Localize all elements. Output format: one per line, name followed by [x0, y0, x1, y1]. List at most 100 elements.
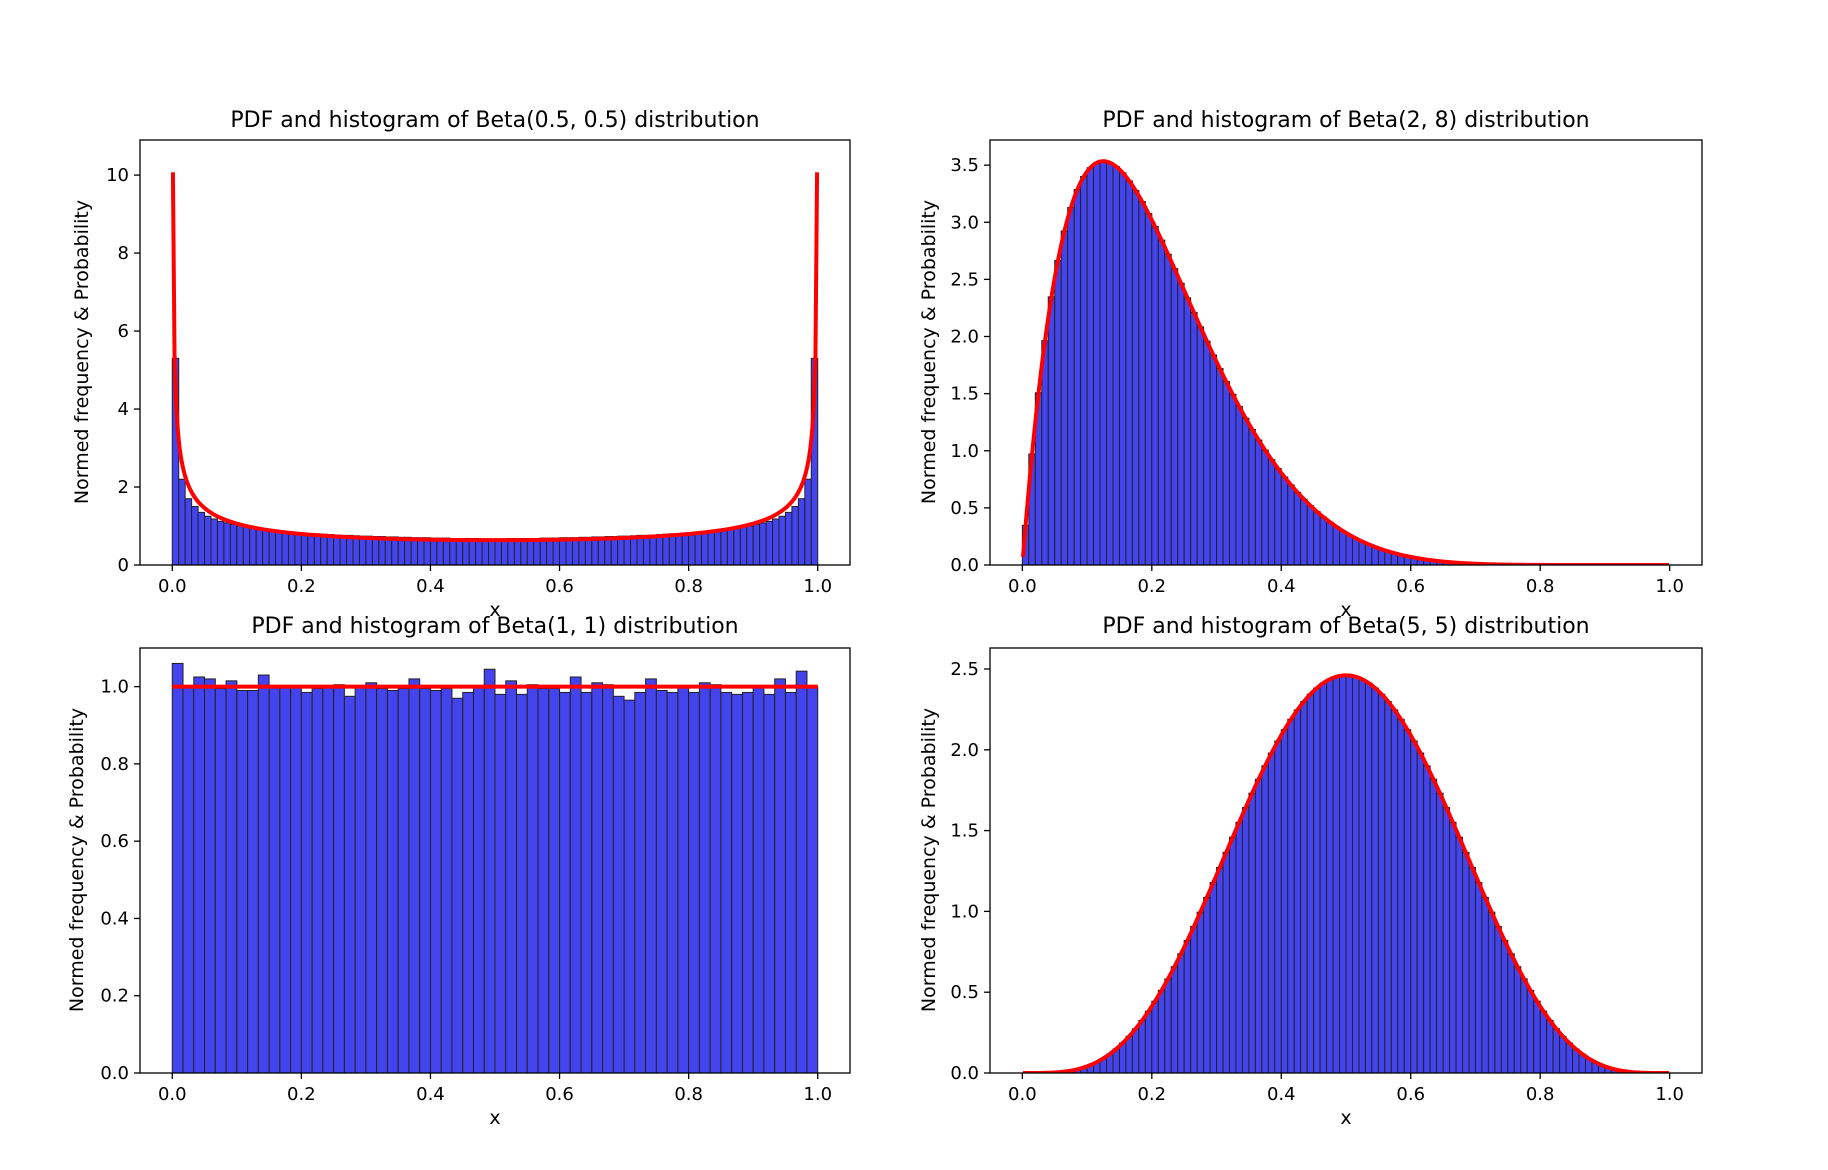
histogram-bar	[578, 536, 586, 565]
histogram-bar	[1377, 693, 1386, 1073]
x-tick-label: 0.2	[287, 576, 316, 597]
histogram-bar	[354, 686, 367, 1073]
y-tick-label: 8	[118, 243, 129, 264]
histogram-bar	[313, 533, 322, 565]
subplot-title: PDF and histogram of Beta(1, 1) distribu…	[251, 614, 738, 639]
histogram-bar	[1500, 939, 1509, 1073]
histogram-bar	[1364, 543, 1373, 565]
subplot-beta-5-5: 0.0 0.2 0.4 0.6 0.8 1.0 0.0 0.5 1.0 1.5 2.0 2.5 PDF …	[918, 614, 1703, 1129]
y-tick-label: 0.8	[100, 754, 129, 775]
histogram-bar	[455, 537, 464, 565]
histogram-bar	[204, 515, 212, 565]
histogram-bar	[1397, 718, 1405, 1073]
histogram-bar	[546, 537, 554, 565]
histogram-bar	[307, 532, 315, 565]
histogram-bar	[358, 535, 367, 565]
histogram-bar	[1125, 180, 1133, 565]
y-tick-label: 0.5	[950, 982, 979, 1003]
histogram-bar	[229, 523, 238, 565]
histogram-bar	[397, 688, 410, 1073]
histogram-bar	[1157, 239, 1166, 565]
histogram-bar	[182, 686, 195, 1073]
histogram-bar	[1332, 526, 1341, 565]
histogram-bar	[429, 537, 438, 565]
histogram-bar	[1086, 167, 1095, 565]
histogram-bar	[494, 693, 507, 1073]
histogram-bar	[507, 537, 515, 565]
histogram-bar	[1060, 230, 1069, 565]
y-tick-label: 0.0	[950, 555, 979, 576]
histogram-bar	[472, 686, 485, 1073]
histogram-bar	[698, 682, 711, 1073]
histogram-bar	[1546, 1019, 1554, 1073]
y-tick-label: 2.0	[950, 327, 979, 348]
histogram-bar	[1403, 729, 1412, 1073]
histogram-bar	[1106, 162, 1114, 565]
histogram-bar	[634, 691, 647, 1073]
y-tick-label: 0.4	[100, 908, 129, 929]
histogram-bar	[505, 680, 518, 1073]
histogram-bar	[709, 684, 722, 1073]
plot-area	[171, 662, 819, 1073]
histogram-bar	[1170, 966, 1179, 1073]
y-tick-label: 6	[118, 321, 129, 342]
histogram-bar	[1390, 709, 1399, 1073]
y-tick-label: 1.0	[100, 677, 129, 698]
histogram-bar	[1177, 953, 1185, 1073]
x-tick-label: 0.0	[158, 576, 187, 597]
histogram-bar	[649, 534, 657, 565]
x-tick-label: 0.4	[416, 576, 445, 597]
y-tick-label: 0.0	[950, 1063, 979, 1084]
histogram-bar	[193, 676, 206, 1073]
histogram-bar	[778, 515, 786, 565]
histogram-bar	[636, 534, 644, 565]
y-tick-label: 1.0	[950, 441, 979, 462]
histogram-bar	[1513, 966, 1522, 1073]
histogram-bar	[1371, 687, 1379, 1073]
x-tick-label: 0.8	[1526, 1084, 1555, 1105]
histogram-bar	[804, 478, 812, 565]
histogram-bar	[249, 527, 257, 565]
histogram-bar	[1358, 540, 1366, 565]
histogram-bar	[311, 688, 324, 1073]
histogram-bar	[225, 680, 238, 1073]
histogram-bar	[1183, 939, 1192, 1073]
histogram-bar	[731, 693, 743, 1073]
x-axis-label: x	[489, 599, 500, 621]
histogram-bar	[365, 535, 373, 565]
y-tick-label: 2.5	[950, 269, 979, 290]
histogram-bar	[1228, 836, 1237, 1073]
histogram-bar	[1196, 326, 1205, 565]
histogram-bar	[210, 518, 218, 565]
subplot-title: PDF and histogram of Beta(2, 8) distribu…	[1102, 108, 1589, 133]
histogram-bar	[688, 691, 700, 1073]
histogram-bar	[707, 530, 715, 565]
histogram-bar	[565, 537, 573, 565]
histogram-bar	[752, 523, 761, 565]
histogram-bar	[1520, 978, 1528, 1073]
histogram-bar	[806, 686, 819, 1073]
histogram-bar	[642, 534, 651, 565]
histogram-bar	[1131, 190, 1140, 565]
histogram-bar	[1080, 175, 1088, 565]
histogram-bar	[268, 686, 281, 1073]
histogram-bar	[1138, 1019, 1146, 1073]
histogram-bar	[468, 537, 477, 565]
histogram-bar	[559, 537, 567, 565]
histogram-bar	[191, 506, 199, 565]
histogram-bar	[520, 537, 528, 565]
histogram-bar	[797, 498, 806, 565]
histogram-bar	[1474, 882, 1483, 1073]
histogram-bar	[204, 678, 216, 1073]
pdf-line	[1022, 673, 1670, 1073]
x-tick-label: 0.0	[1008, 576, 1037, 597]
histogram-bar	[287, 531, 296, 565]
histogram-bar	[1280, 476, 1289, 565]
histogram-bar	[741, 691, 754, 1073]
histogram-bar	[481, 538, 490, 565]
histogram-bar	[791, 506, 799, 565]
histogram-bar	[223, 522, 231, 565]
histogram-bar	[571, 537, 580, 565]
histogram-bar	[537, 688, 550, 1073]
